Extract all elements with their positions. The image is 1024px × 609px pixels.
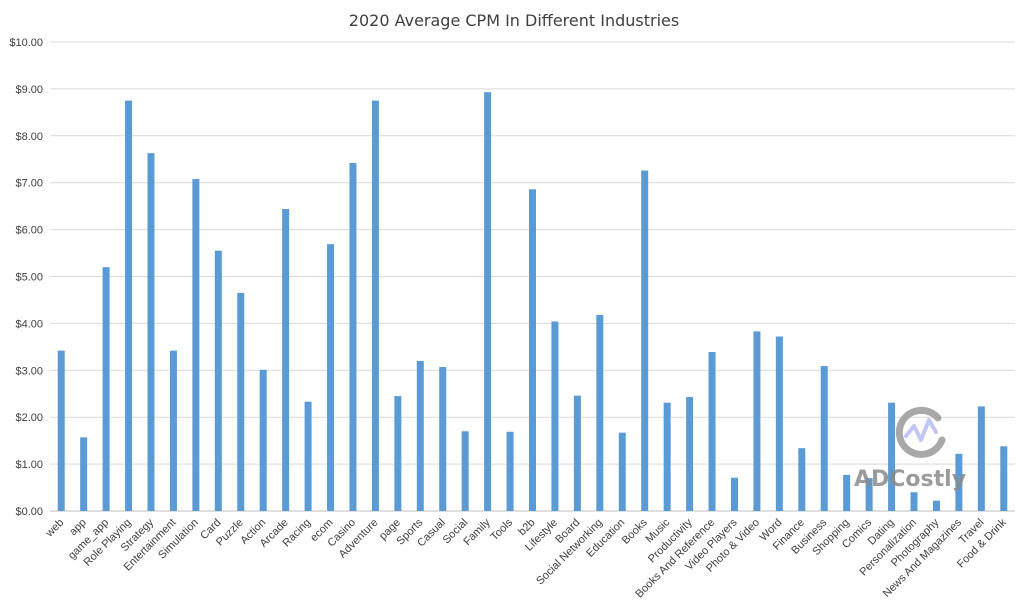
- bar-b2b: [529, 189, 536, 512]
- bar-dating: [888, 402, 896, 511]
- bar-books: [641, 170, 649, 512]
- bar-puzzle: [237, 292, 245, 511]
- bar-card: [214, 250, 222, 511]
- bar-shopping: [843, 474, 851, 511]
- bar-social-networking: [596, 314, 604, 511]
- bar-productivity: [686, 397, 694, 511]
- watermark: ADCostly: [854, 406, 966, 492]
- bar-casino: [349, 163, 357, 511]
- bar-web: [57, 350, 65, 511]
- bar-board: [573, 395, 581, 511]
- y-tick-label: $0.00: [15, 506, 43, 518]
- bar-simulation: [192, 178, 200, 511]
- bar-ecom: [327, 244, 335, 512]
- x-tick-label: Books: [620, 516, 650, 546]
- y-tick-label: $2.00: [15, 412, 43, 424]
- y-tick-label: $4.00: [15, 318, 43, 330]
- bar-photo-video: [753, 331, 761, 511]
- bar-social: [461, 431, 469, 511]
- y-tick-label: $5.00: [15, 272, 43, 284]
- bar-role-playing: [125, 100, 133, 511]
- bar-action: [259, 369, 267, 511]
- y-tick-label: $1.00: [15, 459, 43, 471]
- adcostly-logo-icon: [895, 406, 946, 458]
- bar-arcade: [282, 208, 290, 512]
- bar-personalization: [910, 492, 918, 511]
- bar-sports: [416, 360, 424, 511]
- y-tick-label: $7.00: [15, 178, 43, 190]
- x-tick-label: Tools: [489, 516, 516, 543]
- y-tick-label: $10.00: [9, 37, 43, 49]
- y-axis-tick-labels: $0.00 $1.00 $2.00 $3.00 $4.00 $5.00 $6.00 $7.00…: [9, 37, 43, 518]
- bar-finance: [798, 448, 806, 511]
- bar-lifestyle: [551, 321, 559, 511]
- watermark-text: ADCostly: [854, 467, 966, 492]
- y-tick-label: $6.00: [15, 225, 43, 237]
- bar-adventure: [371, 100, 379, 511]
- bars: [57, 92, 1008, 512]
- bar-app: [80, 437, 88, 511]
- chart-title: 2020 Average CPM In Different Industries: [349, 11, 679, 30]
- bar-tools: [506, 431, 514, 511]
- bar-photography: [932, 500, 940, 511]
- bar-books-and-reference: [708, 352, 716, 511]
- bar-page: [394, 396, 402, 511]
- bar-comics: [865, 478, 873, 511]
- bar-business: [820, 366, 828, 511]
- y-tick-label: $8.00: [15, 131, 43, 143]
- y-tick-label: $3.00: [15, 365, 43, 377]
- bar-entertainment: [169, 350, 177, 511]
- bar-racing: [304, 401, 312, 511]
- bar-strategy: [147, 153, 155, 511]
- y-tick-label: $9.00: [15, 84, 43, 96]
- bar-news-and-magazines: [955, 453, 963, 511]
- bar-game-app: [102, 267, 110, 511]
- bar-music: [663, 402, 671, 511]
- bar-word: [775, 336, 783, 511]
- bar-education: [618, 432, 626, 511]
- bar-casual: [439, 367, 447, 511]
- bar-video-players: [730, 477, 738, 511]
- bar-family: [484, 92, 492, 512]
- bar-travel: [977, 406, 985, 511]
- bar-food-drink: [1000, 446, 1008, 511]
- x-tick-label: web: [43, 517, 66, 540]
